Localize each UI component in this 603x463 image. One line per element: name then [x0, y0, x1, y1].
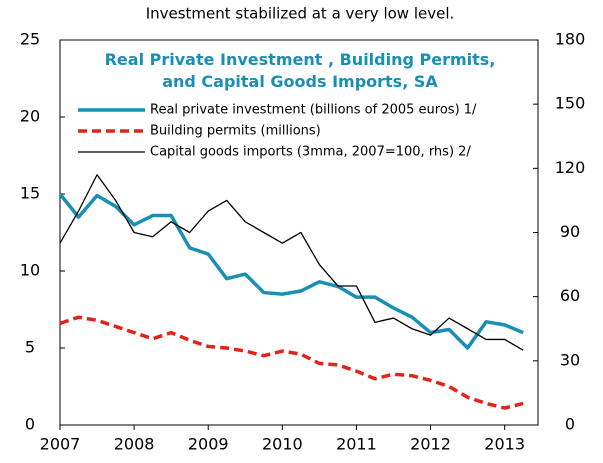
y-tick-label: 25 [20, 30, 40, 49]
y2-tick-label: 30 [560, 350, 580, 369]
y-tick-label: 10 [20, 261, 40, 280]
x-tick-label: 2009 [188, 435, 229, 454]
plot-frame [59, 39, 539, 426]
chart-subtitle: Real Private Investment , Building Permi… [105, 50, 496, 91]
chart-title: Investment stabilized at a very low leve… [146, 5, 455, 23]
y-tick-label: 20 [20, 107, 40, 126]
y2-tick-label: 180 [555, 30, 586, 49]
y2-tick-label: 90 [560, 222, 580, 241]
series-line [59, 174, 524, 351]
y-tick-label: 0 [25, 415, 35, 434]
series-line [58, 192, 524, 350]
legend-label: Building permits (millions) [150, 124, 321, 139]
x-tick-label: 2008 [114, 435, 155, 454]
x-tick-label: 2011 [336, 435, 377, 454]
legend-label: Capital goods imports (3mma, 2007=100, r… [150, 145, 471, 160]
x-tick-label: 2007 [40, 435, 81, 454]
x-tick-label: 2012 [410, 435, 451, 454]
y2-tick-label: 150 [555, 94, 586, 113]
y2-tick-label: 0 [565, 415, 575, 434]
legend-label: Real private investment (billions of 200… [150, 103, 477, 118]
y-tick-label: 15 [20, 184, 40, 203]
series-line [59, 315, 524, 410]
x-tick-label: 2010 [262, 435, 303, 454]
y2-tick-label: 60 [560, 286, 580, 305]
y-tick-label: 5 [25, 338, 35, 357]
y2-tick-label: 120 [555, 158, 586, 177]
x-tick-label: 2013 [484, 435, 525, 454]
